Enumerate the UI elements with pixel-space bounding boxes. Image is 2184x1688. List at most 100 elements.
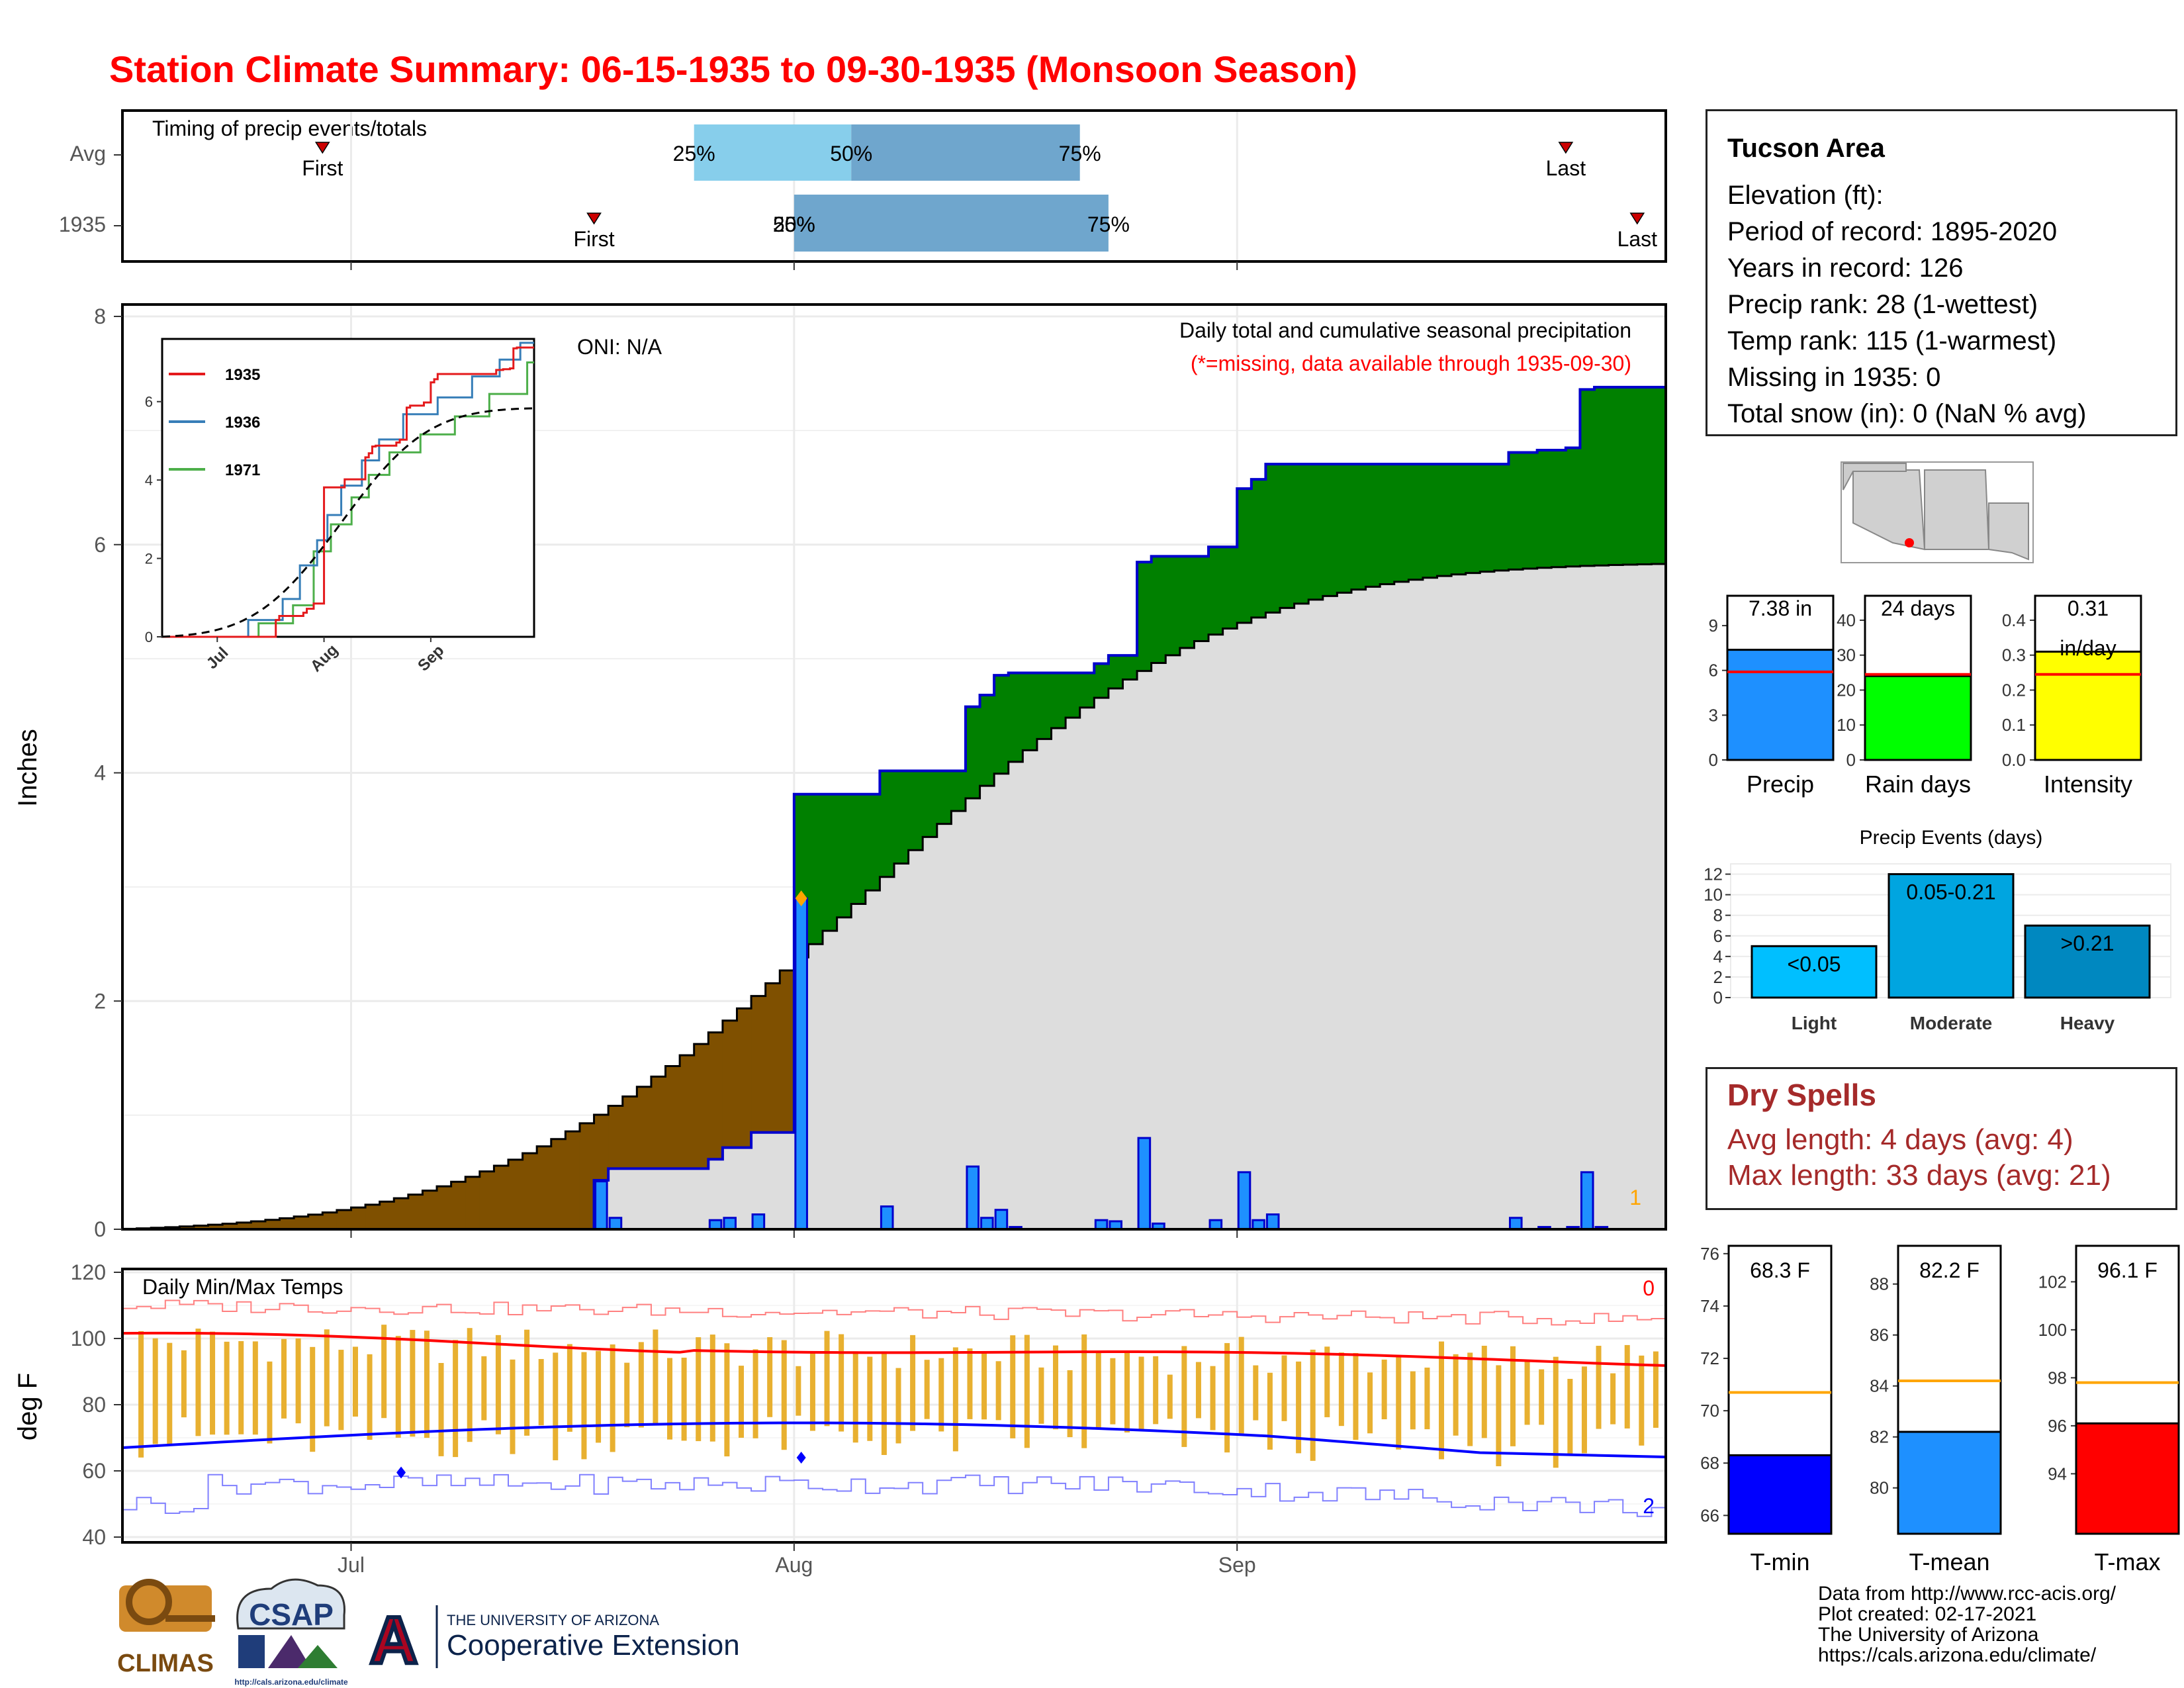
surplus-segment (1551, 450, 1567, 567)
station-name: Tucson Area (1727, 134, 1885, 163)
station-marker (1905, 538, 1914, 547)
temp-range-bar (938, 1358, 944, 1432)
first-marker (586, 212, 602, 225)
surplus-segment (1508, 452, 1524, 570)
mini-bar-label: Intensity (2044, 771, 2132, 798)
surplus-segment (808, 794, 823, 945)
temp-range-bar (824, 1331, 830, 1427)
precip-ytick-label: 8 (94, 305, 106, 328)
temp-range-bar (895, 1368, 901, 1444)
temp-range-bar (167, 1342, 173, 1446)
timing-bar-25-50 (694, 124, 852, 181)
mini-bar-label: Precip (1747, 771, 1814, 798)
mini-value-bar (1864, 675, 1972, 761)
pct-50-avg: 50% (830, 142, 872, 165)
surplus-segment (1380, 464, 1395, 585)
chart-title: Station Climate Summary: 06-15-1935 to 0… (109, 48, 1357, 90)
deficit-segment (637, 1086, 652, 1169)
surplus-segment (1651, 387, 1666, 565)
temp-title: Daily Min/Max Temps (142, 1275, 343, 1299)
surplus-segment (951, 771, 966, 812)
mini-bar-precip: 0 3 6 9 7.38 in Precip (1709, 594, 1835, 798)
surplus-segment (1280, 464, 1295, 608)
daily-precip-bar (1508, 1217, 1523, 1231)
tbar-label: T-min (1751, 1548, 1810, 1575)
oni-label: ONI: N/A (577, 335, 662, 359)
temp-range-bar (138, 1331, 144, 1458)
precip-ylabel: Inches (13, 729, 42, 807)
tbar-ytick-label: 94 (2048, 1464, 2067, 1483)
deficit-segment (465, 1176, 480, 1229)
tbar-ytick-label: 98 (2048, 1368, 2067, 1387)
temp-range-bar (367, 1354, 373, 1440)
temp-ytick-label: 40 (82, 1525, 106, 1549)
temp-range-bar (1610, 1373, 1616, 1425)
temp-range-bar (1210, 1366, 1216, 1430)
mini-ytick-label: 10 (1837, 715, 1856, 735)
temp-ytick-label: 80 (82, 1393, 106, 1417)
surplus-segment (1351, 464, 1367, 590)
deficit-segment (351, 1207, 366, 1229)
surplus-segment (979, 695, 995, 786)
nevada-shape (1843, 463, 1907, 491)
temp-range-bar (1167, 1374, 1173, 1419)
surplus-segment (1637, 387, 1653, 565)
deficit-segment (408, 1194, 424, 1229)
daily-precip-bar (1237, 1171, 1251, 1231)
mini-ytick-label: 0.4 (2002, 610, 2026, 630)
tbar-ytick-label: 74 (1700, 1296, 1719, 1316)
temp-range-bar (724, 1343, 730, 1457)
deficit-segment (179, 1226, 195, 1229)
temp-range-bar (952, 1347, 958, 1452)
credit-line: Data from http://www.rcc-acis.org/ (1818, 1583, 2116, 1605)
temp-range-bar (1639, 1355, 1645, 1446)
temp-range-bar (967, 1348, 973, 1419)
daily-precip-bar (966, 1165, 980, 1231)
new-mexico-shape (1924, 469, 1990, 550)
temp-ytick-label: 120 (71, 1260, 106, 1284)
mini-bar-intensity: 0.0 0.1 0.2 0.3 0.4 0.31 in/day Intensity (2002, 594, 2142, 798)
pct-25-1935: 25% (773, 212, 815, 236)
temp-range-bar (1653, 1351, 1659, 1428)
temp-range-bar (1067, 1370, 1073, 1438)
events-bar-label: <0.05 (1788, 952, 1841, 976)
missing-count: 1 (1629, 1186, 1641, 1209)
temp-range-bar (781, 1340, 787, 1450)
climatology-area (122, 564, 1666, 1229)
events-ytick-label: 10 (1704, 885, 1723, 905)
temp-range-bar (252, 1341, 258, 1435)
surplus-segment (1066, 673, 1081, 718)
temp-range-bar (267, 1361, 273, 1444)
temp-range-bar (1124, 1350, 1130, 1433)
surplus-segment (1437, 464, 1452, 577)
events-bar (2024, 924, 2151, 999)
csap-text: CSAP (249, 1597, 334, 1632)
temp-range-bar (181, 1350, 187, 1418)
deficit-segment (508, 1159, 523, 1229)
events-bar (1888, 873, 2015, 999)
surplus-segment (994, 675, 1009, 774)
surplus-segment (1537, 450, 1552, 568)
temp-range-bar (1596, 1346, 1602, 1429)
first-label: First (302, 156, 343, 180)
inset-legend-label: 1936 (225, 414, 260, 432)
daily-precip-bar (1251, 1219, 1265, 1231)
temp-range-bar (195, 1329, 201, 1436)
dry-spells-title: Dry Spells (1727, 1078, 1876, 1112)
events-category-label: Light (1792, 1013, 1837, 1033)
temp-range-bar (624, 1362, 630, 1428)
surplus-segment (823, 794, 838, 931)
temp-range-bar (1453, 1354, 1459, 1436)
tbar-value-label: 68.3 F (1750, 1258, 1810, 1282)
temp-ytick-label: 100 (71, 1327, 106, 1350)
daily-precip-bar (594, 1180, 608, 1231)
surplus-segment (1322, 464, 1338, 596)
precip-ytick-label: 2 (94, 989, 106, 1013)
logos: CLIMAS CSAP http://cals.arizona.edu/clim… (117, 1578, 740, 1687)
surplus-segment (1394, 464, 1409, 582)
events-category-label: Heavy (2060, 1013, 2115, 1033)
temp-range-bar (1095, 1352, 1101, 1428)
deficit-segment (365, 1204, 381, 1229)
deficit-segment (479, 1171, 495, 1229)
